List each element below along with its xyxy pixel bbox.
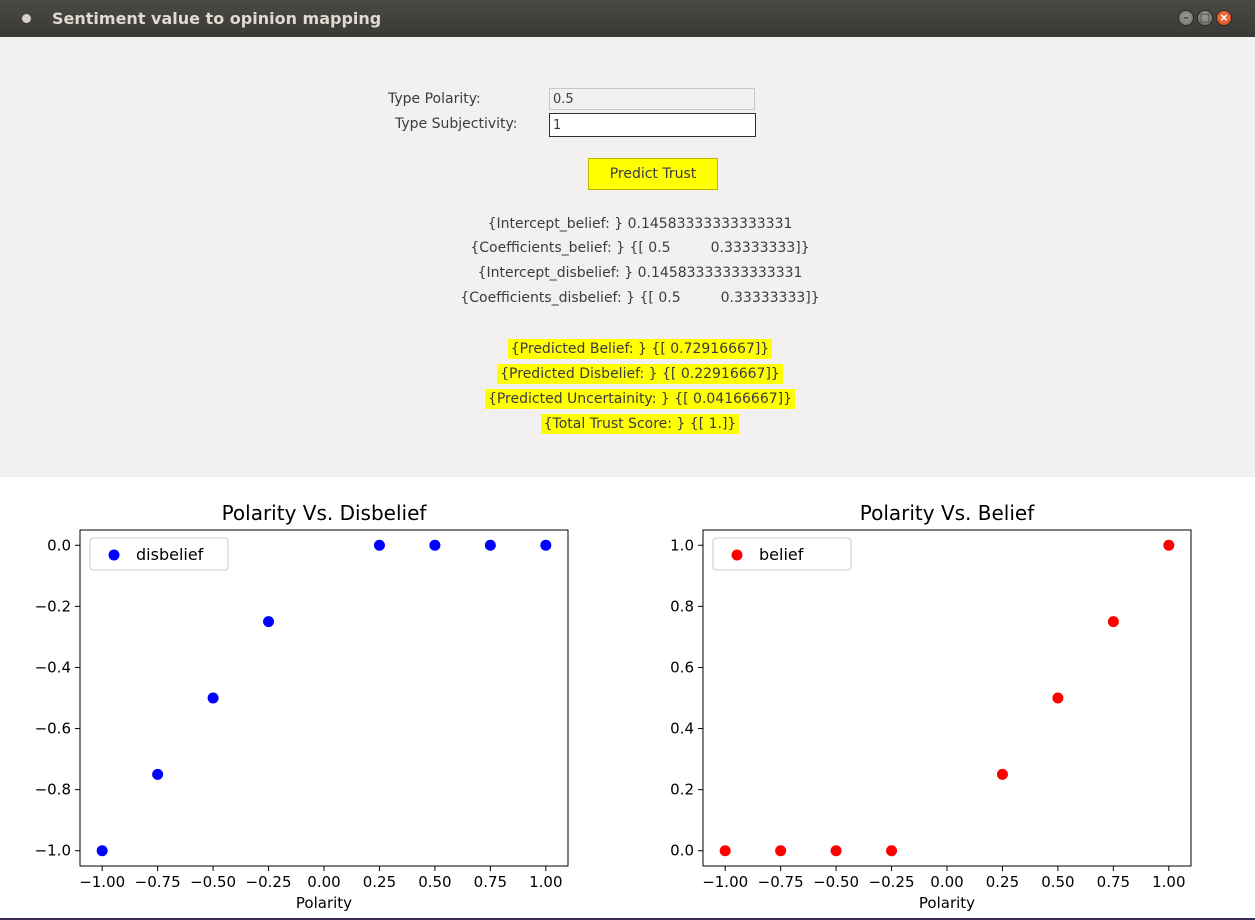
chart1-xtick-label: 0.00: [307, 873, 340, 891]
chart2-axes-frame: [702, 529, 1192, 867]
chart2-point: [1163, 539, 1175, 551]
chart2-point: [996, 768, 1008, 780]
coefficients-disbelief-text: {Coefficients_disbelief: } {[ 0.5 0.3333…: [460, 290, 820, 306]
plot-canvas: Polarity Vs. Disbelief −1.00 −0.75 −0.50 −0.…: [0, 477, 1255, 918]
chart1-legend-box: [89, 537, 229, 571]
predicted-belief-row: {Predicted Belief: } {[ 0.72916667]}: [0, 339, 1255, 359]
chart2-point: [830, 845, 842, 857]
chart1-xtick-label: 1.00: [529, 873, 562, 891]
chart2-xtick-label: 0.25: [986, 873, 1019, 891]
chart1-point: [484, 539, 496, 551]
chart2-xtick-label: 1.00: [1152, 873, 1185, 891]
chart1-point: [429, 539, 441, 551]
chart1-point: [207, 692, 219, 704]
chart1-axes-frame: [79, 529, 569, 867]
intercept-belief-text: {Intercept_belief: } 0.14583333333333331: [487, 216, 793, 232]
chart2-xtick-label: 0.00: [930, 873, 963, 891]
chart1-xtick-label: −0.25: [246, 873, 292, 891]
chart1-xtick-label: −1.00: [79, 873, 125, 891]
polarity-input[interactable]: [549, 88, 755, 110]
subjectivity-input[interactable]: [549, 113, 756, 137]
chart1-ytick-label: −0.6: [35, 720, 71, 738]
chart2-legend-marker: [731, 549, 743, 561]
subjectivity-label: Type Subjectivity:: [395, 116, 518, 132]
chart2-ytick-label: 0.8: [670, 597, 694, 615]
chart1-ytick-label: −1.0: [35, 842, 71, 860]
intercept-disbelief-text: {Intercept_disbelief: } 0.14583333333333…: [477, 265, 803, 281]
chart1-xtick-label: −0.50: [190, 873, 236, 891]
chart2-ytick-label: 1.0: [670, 536, 694, 554]
chart2-legend-label: belief: [759, 545, 804, 564]
maximize-icon[interactable]: □: [1197, 10, 1213, 26]
predicted-uncertainity-row: {Predicted Uncertainity: } {[ 0.04166667…: [0, 389, 1255, 409]
title-bar: Sentiment value to opinion mapping – □ ×: [0, 0, 1255, 37]
chart1-legend-marker: [108, 549, 120, 561]
chart1-point: [96, 845, 108, 857]
chart2-xtick-label: −0.50: [813, 873, 859, 891]
chart2-point: [1052, 692, 1064, 704]
chart1-ytick-label: −0.2: [35, 597, 71, 615]
chart1-legend-label: disbelief: [136, 545, 204, 564]
charts-svg: Polarity Vs. Disbelief −1.00 −0.75 −0.50 −0.…: [35, 501, 1192, 912]
minimize-icon[interactable]: –: [1178, 10, 1194, 26]
chart2-xlabel: Polarity: [919, 894, 975, 912]
chart1-xtick-label: 0.25: [363, 873, 396, 891]
predicted-disbelief-text: {Predicted Disbelief: } {[ 0.22916667]}: [497, 364, 783, 384]
chart1-ytick-label: 0.0: [47, 536, 71, 554]
window-title: Sentiment value to opinion mapping: [52, 9, 382, 28]
chart1-title: Polarity Vs. Disbelief: [222, 501, 428, 525]
chart2-point: [775, 845, 787, 857]
window-menu-icon[interactable]: [22, 14, 31, 23]
chart2-xtick-label: 0.75: [1097, 873, 1130, 891]
chart2-ytick-label: 0.0: [670, 842, 694, 860]
chart2-point: [886, 845, 898, 857]
desktop-edge: [0, 918, 1255, 920]
predicted-uncertainity-text: {Predicted Uncertainity: } {[ 0.04166667…: [484, 389, 796, 409]
chart2-point: [1107, 616, 1119, 628]
chart2-legend-box: [712, 537, 852, 571]
chart2-xtick-label: −0.25: [869, 873, 915, 891]
predicted-disbelief-row: {Predicted Disbelief: } {[ 0.22916667]}: [0, 364, 1255, 384]
chart1-xtick-label: −0.75: [135, 873, 181, 891]
chart1-point: [152, 768, 164, 780]
polarity-label: Type Polarity:: [388, 91, 481, 107]
chart1-ytick-label: −0.4: [35, 658, 71, 676]
chart1-point: [373, 539, 385, 551]
chart1-xtick-label: 0.75: [474, 873, 507, 891]
chart2-xtick-label: 0.50: [1041, 873, 1074, 891]
total-trust-score-text: {Total Trust Score: } {[ 1.]}: [540, 414, 740, 434]
predict-trust-button[interactable]: Predict Trust: [588, 158, 718, 190]
chart2-ytick-label: 0.6: [670, 658, 694, 676]
chart2-xtick-label: −0.75: [758, 873, 804, 891]
chart1-point: [263, 616, 275, 628]
predicted-belief-text: {Predicted Belief: } {[ 0.72916667]}: [507, 339, 773, 359]
chart2-point: [719, 845, 731, 857]
coefficients-belief-text: {Coefficients_belief: } {[ 0.5 0.3333333…: [470, 240, 810, 256]
chart2-ytick-label: 0.4: [670, 720, 694, 738]
close-icon[interactable]: ×: [1216, 10, 1232, 26]
chart2-ytick-label: 0.2: [670, 781, 694, 799]
chart1-xtick-label: 0.50: [418, 873, 451, 891]
chart1-ytick-label: −0.8: [35, 781, 71, 799]
total-trust-score-row: {Total Trust Score: } {[ 1.]}: [0, 414, 1255, 434]
chart2-xtick-label: −1.00: [702, 873, 748, 891]
chart2-title: Polarity Vs. Belief: [860, 501, 1035, 525]
chart1-xlabel: Polarity: [296, 894, 352, 912]
chart1-point: [540, 539, 552, 551]
